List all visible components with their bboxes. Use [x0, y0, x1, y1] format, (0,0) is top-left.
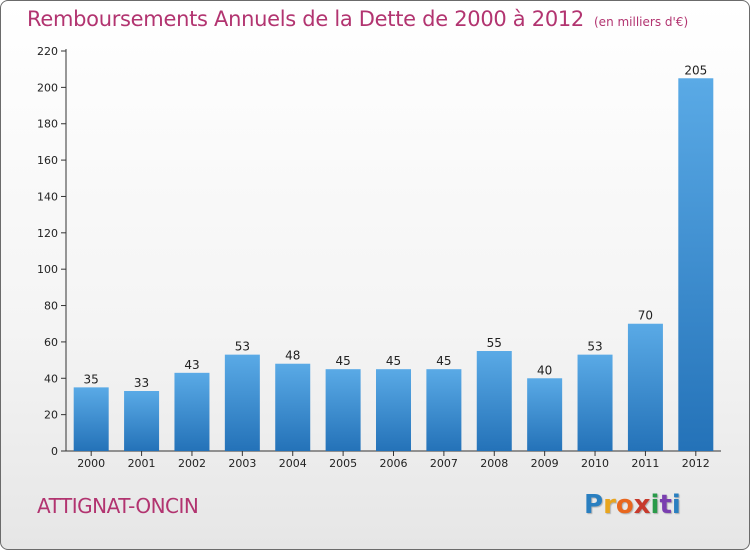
logo-letter: o: [615, 490, 634, 520]
bar-value-label: 205: [684, 63, 707, 77]
bar: [678, 78, 714, 451]
y-tick-label: 140: [37, 190, 58, 203]
bar-value-label: 33: [134, 376, 149, 390]
bar: [577, 354, 613, 451]
logo-letter: t: [659, 490, 672, 520]
chart-title-text: Remboursements Annuels de la Dette de 20…: [27, 7, 584, 31]
bar: [376, 369, 411, 451]
x-tick-label: 2001: [128, 457, 156, 470]
bar-value-label: 40: [537, 363, 552, 377]
x-tick-label: 2004: [279, 457, 307, 470]
x-tick-label: 2003: [228, 457, 256, 470]
y-tick-label: 220: [37, 45, 58, 58]
y-tick-label: 0: [51, 445, 58, 458]
y-tick-label: 80: [44, 300, 58, 313]
y-tick-label: 20: [44, 409, 58, 422]
x-tick-label: 2005: [329, 457, 357, 470]
x-tick-label: 2012: [682, 457, 710, 470]
x-tick-label: 2010: [581, 457, 609, 470]
x-tick-label: 2008: [480, 457, 508, 470]
bar: [426, 369, 462, 451]
proxiti-logo[interactable]: Proxiti: [584, 490, 681, 520]
bar-value-label: 43: [184, 358, 199, 372]
commune-name: ATTIGNAT-ONCIN: [37, 494, 199, 518]
bar: [275, 363, 311, 451]
x-tick-label: 2002: [178, 457, 206, 470]
bar: [174, 372, 210, 451]
bar-value-label: 55: [487, 336, 502, 350]
bar: [73, 387, 109, 451]
bar-value-label: 35: [84, 372, 99, 386]
bar-value-label: 48: [285, 349, 300, 363]
logo-letter: r: [603, 490, 616, 520]
y-tick-label: 180: [37, 118, 58, 131]
bars: 35 33 43 53 48 45 45 45 55 40 53 70 205: [73, 63, 714, 451]
logo-letter: x: [633, 490, 651, 520]
y-tick-label: 100: [37, 263, 58, 276]
axes: 0 20 40 60 80 100 120 140 160 180 200 220 2000 2001 20…: [37, 45, 721, 470]
y-tick-label: 120: [37, 227, 58, 240]
bar-value-label: 53: [587, 340, 602, 354]
bar: [627, 323, 663, 451]
x-tick-label: 2011: [631, 457, 659, 470]
x-tick-label: 2007: [430, 457, 458, 470]
bar: [476, 351, 512, 451]
bar: [124, 391, 160, 451]
logo-letter: P: [584, 490, 604, 520]
bar-value-label: 45: [436, 354, 451, 368]
y-tick-label: 60: [44, 336, 58, 349]
y-tick-label: 40: [44, 372, 58, 385]
bar-value-label: 45: [386, 354, 401, 368]
bar: [527, 378, 563, 451]
chart-title: Remboursements Annuels de la Dette de 20…: [27, 7, 688, 31]
logo-letter: i: [671, 490, 681, 520]
chart-unit: (en milliers d'€): [594, 15, 689, 29]
bar-value-label: 45: [335, 354, 350, 368]
bar: [325, 369, 361, 451]
x-tick-label: 2006: [380, 457, 408, 470]
bar-value-label: 53: [235, 340, 250, 354]
logo-letter: i: [650, 490, 660, 520]
y-tick-label: 200: [37, 81, 58, 94]
bar-value-label: 70: [638, 309, 653, 323]
bar: [224, 354, 260, 451]
x-tick-label: 2000: [77, 457, 105, 470]
y-tick-label: 160: [37, 154, 58, 167]
x-tick-label: 2009: [531, 457, 559, 470]
